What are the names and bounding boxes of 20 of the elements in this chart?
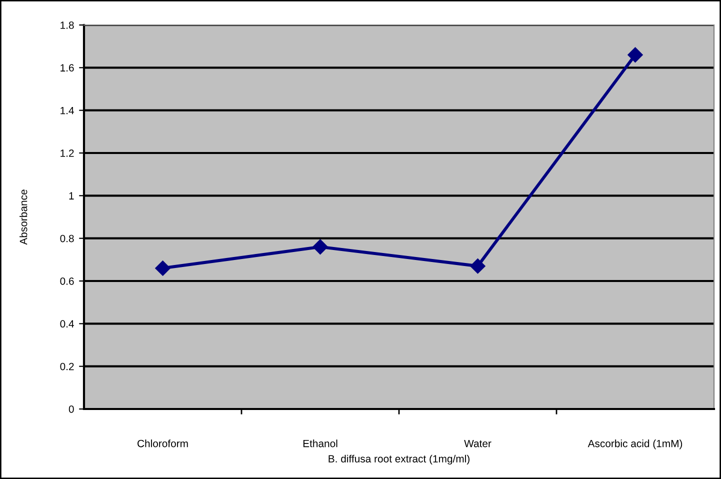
- y-tick-label: 1.8: [60, 22, 74, 29]
- x-axis-title: B. diffusa root extract (1mg/ml): [328, 454, 470, 465]
- y-tick-label: 1: [69, 192, 74, 200]
- point: [312, 239, 328, 254]
- y-axis-title: Absorbance: [20, 190, 28, 245]
- x-tick-label: Ethanol: [303, 440, 338, 448]
- point: [155, 260, 170, 276]
- x-tick-label: Ascorbic acid (1mM): [588, 440, 682, 450]
- y-tick-label: 1.2: [60, 150, 74, 157]
- point: [628, 47, 643, 62]
- y-tick-label: 0.6: [60, 278, 74, 285]
- y-tick-label: 0.2: [60, 362, 74, 370]
- y-tick-label: 0.4: [60, 320, 74, 328]
- point: [470, 258, 486, 274]
- y-tick-label: 0.8: [60, 234, 74, 242]
- y-tick-label: 1.6: [60, 64, 74, 72]
- y-tick-label: 0: [68, 406, 74, 413]
- y-tick-label: 1.4: [60, 106, 74, 114]
- x-tick-label: Chloroform: [138, 440, 188, 448]
- x-tick-label: Water: [464, 440, 492, 448]
